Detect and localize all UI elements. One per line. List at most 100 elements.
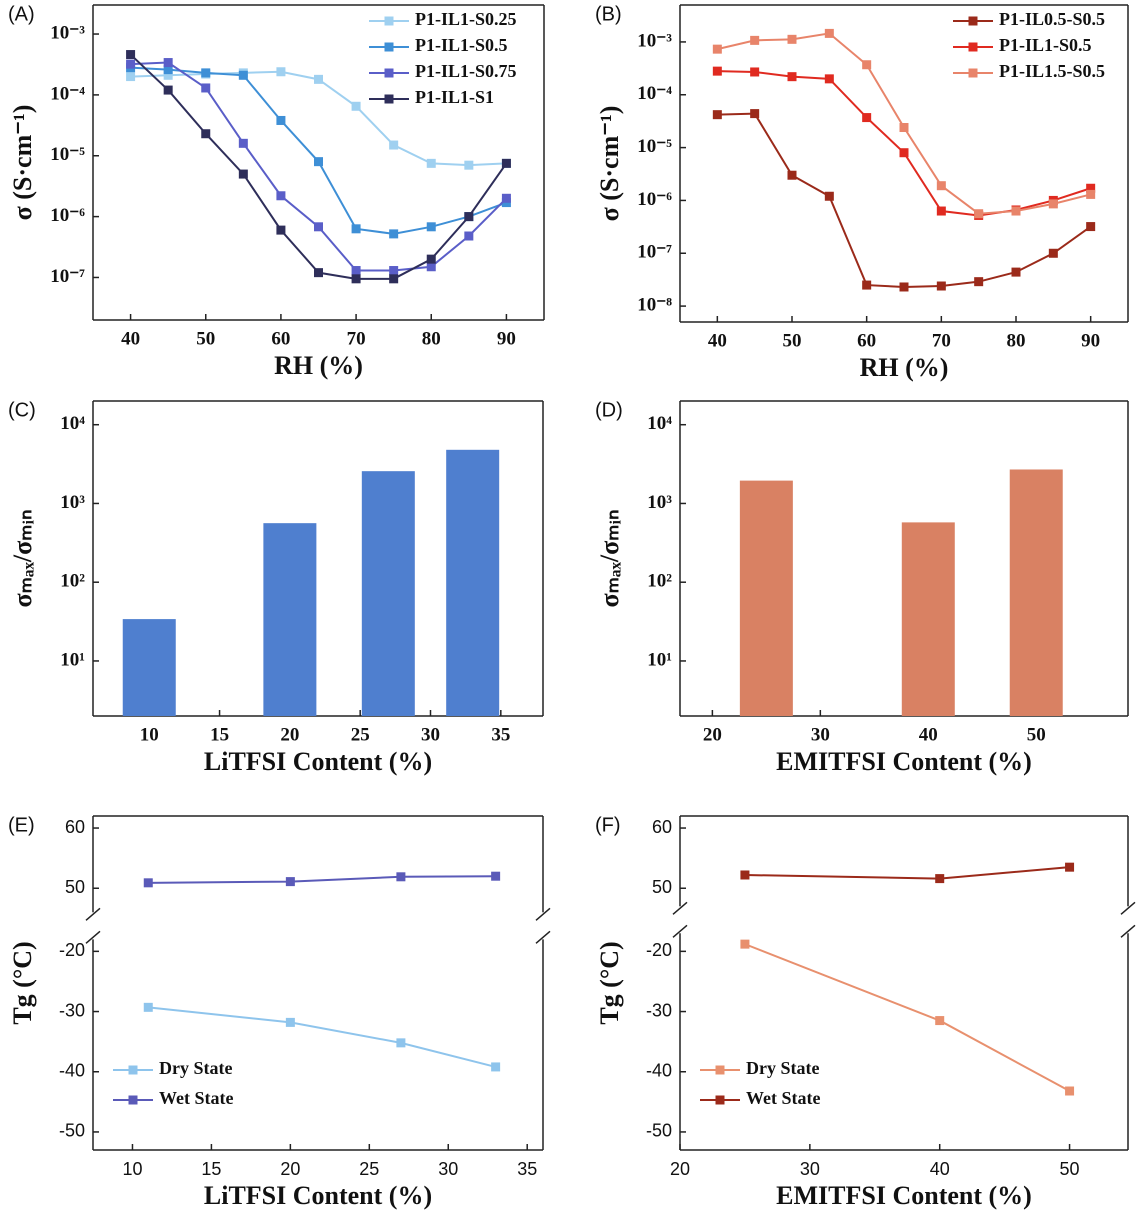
x-tick-label: 70 bbox=[932, 330, 951, 351]
legend-label: P1-IL1.5-S0.5 bbox=[999, 61, 1105, 81]
marker bbox=[712, 44, 722, 54]
marker bbox=[1048, 199, 1058, 209]
marker bbox=[314, 268, 323, 278]
marker bbox=[1065, 1086, 1075, 1096]
legend-label: Dry State bbox=[746, 1058, 819, 1078]
marker bbox=[1065, 862, 1075, 872]
marker bbox=[787, 72, 797, 82]
legend-label: P1-IL1-S0.75 bbox=[415, 61, 517, 81]
y-tick-label: 60 bbox=[65, 817, 85, 837]
y-tick-label: 10⁻⁴ bbox=[50, 83, 85, 104]
y-tick-label: -20 bbox=[646, 940, 672, 960]
series-line bbox=[130, 70, 507, 167]
x-tick-label: 90 bbox=[1081, 330, 1100, 351]
y-tick-label: 10⁻⁶ bbox=[50, 205, 85, 226]
legend-marker bbox=[384, 42, 394, 52]
marker bbox=[426, 222, 436, 232]
marker bbox=[1011, 267, 1021, 277]
x-tick-label: 15 bbox=[201, 1159, 221, 1179]
y-tick-label: 10⁻³ bbox=[637, 30, 672, 51]
series-line bbox=[148, 1006, 496, 1068]
bar bbox=[901, 522, 955, 716]
y-tick-label: 10⁻³ bbox=[50, 22, 85, 43]
x-tick-label: 40 bbox=[121, 328, 140, 349]
x-tick-label: 80 bbox=[422, 328, 441, 349]
marker bbox=[750, 35, 760, 45]
legend-marker bbox=[968, 68, 978, 78]
marker bbox=[712, 66, 722, 76]
marker bbox=[426, 158, 436, 168]
marker bbox=[201, 68, 211, 78]
y-tick-label: 10² bbox=[60, 571, 85, 592]
y-axis-label: σ (S·cm⁻¹) bbox=[8, 105, 37, 221]
legend-marker bbox=[968, 16, 978, 26]
marker bbox=[238, 70, 248, 80]
marker bbox=[351, 274, 361, 284]
bar bbox=[122, 619, 176, 716]
marker bbox=[1086, 222, 1096, 232]
y-tick-label: 10⁻⁷ bbox=[637, 242, 672, 263]
series-line bbox=[717, 112, 1092, 288]
y-axis-label: σ (S·cm⁻¹) bbox=[595, 106, 624, 222]
y-axis-label: σₘₐₓ/σₘᵢₙ bbox=[8, 510, 37, 608]
series-line bbox=[744, 866, 1070, 880]
bar bbox=[361, 471, 415, 716]
x-tick-label: 80 bbox=[1007, 330, 1026, 351]
panel: 40 50 60 70 80 90 10⁻⁸ 10⁻⁷ 10⁻⁶ 10⁻⁵ 10⁻⁴ 10⁻³ RH (… bbox=[595, 3, 1129, 382]
x-tick-label: 40 bbox=[708, 330, 727, 351]
x-axis-label: LiTFSI Content (%) bbox=[204, 747, 432, 776]
x-tick-label: 20 bbox=[703, 724, 722, 745]
legend-label: Dry State bbox=[159, 1058, 232, 1078]
legend-label: P1-IL1-S0.25 bbox=[415, 9, 517, 29]
marker bbox=[276, 115, 286, 125]
y-tick-label: 10¹ bbox=[60, 649, 85, 670]
legend-marker bbox=[128, 1065, 138, 1075]
x-tick-label: 25 bbox=[351, 724, 370, 745]
break-mark bbox=[1120, 901, 1136, 915]
x-tick-label: 20 bbox=[280, 1159, 300, 1179]
x-tick-label: 60 bbox=[271, 328, 290, 349]
legend-marker bbox=[715, 1065, 725, 1075]
marker bbox=[464, 160, 474, 170]
y-tick-label: 10⁻⁵ bbox=[50, 144, 85, 165]
x-tick-label: 30 bbox=[811, 724, 830, 745]
x-tick-label: 40 bbox=[930, 1159, 950, 1179]
panel-label: (A) bbox=[8, 3, 35, 25]
x-tick-label: 70 bbox=[347, 328, 366, 349]
marker bbox=[824, 74, 834, 84]
marker bbox=[501, 158, 511, 168]
marker bbox=[143, 1002, 153, 1012]
x-tick-label: 50 bbox=[783, 330, 802, 351]
marker bbox=[974, 277, 984, 287]
marker bbox=[787, 34, 797, 44]
x-axis-label: RH (%) bbox=[274, 351, 363, 380]
marker bbox=[935, 874, 945, 884]
y-tick-label: 10² bbox=[647, 571, 672, 592]
x-tick-label: 50 bbox=[1027, 724, 1046, 745]
x-tick-label: 60 bbox=[857, 330, 876, 351]
x-tick-label: 35 bbox=[491, 724, 510, 745]
marker bbox=[276, 191, 286, 201]
marker bbox=[389, 266, 399, 276]
bar bbox=[739, 480, 793, 716]
y-tick-label: 10¹ bbox=[647, 649, 672, 670]
marker bbox=[426, 254, 436, 264]
y-tick-label: 10⁻⁴ bbox=[637, 83, 672, 104]
panel-label: (D) bbox=[595, 399, 623, 421]
marker bbox=[126, 50, 136, 60]
bar bbox=[446, 449, 500, 716]
x-tick-label: 35 bbox=[517, 1159, 537, 1179]
x-axis-label: LiTFSI Content (%) bbox=[204, 1181, 432, 1210]
y-tick-label: 50 bbox=[652, 877, 672, 897]
marker bbox=[899, 282, 909, 292]
break-mark bbox=[1120, 924, 1136, 938]
marker bbox=[351, 101, 361, 111]
marker bbox=[464, 212, 474, 222]
marker bbox=[936, 181, 946, 191]
panel-label: (F) bbox=[595, 814, 621, 836]
panel: 20 30 40 50 10¹ 10² 10³ 10⁴ EMITFSI Content (%) σ… bbox=[595, 399, 1129, 776]
marker bbox=[201, 83, 211, 93]
marker bbox=[126, 72, 136, 82]
x-tick-label: 10 bbox=[140, 724, 159, 745]
y-axis-label: σₘₐₓ/σₘᵢₙ bbox=[595, 510, 624, 608]
